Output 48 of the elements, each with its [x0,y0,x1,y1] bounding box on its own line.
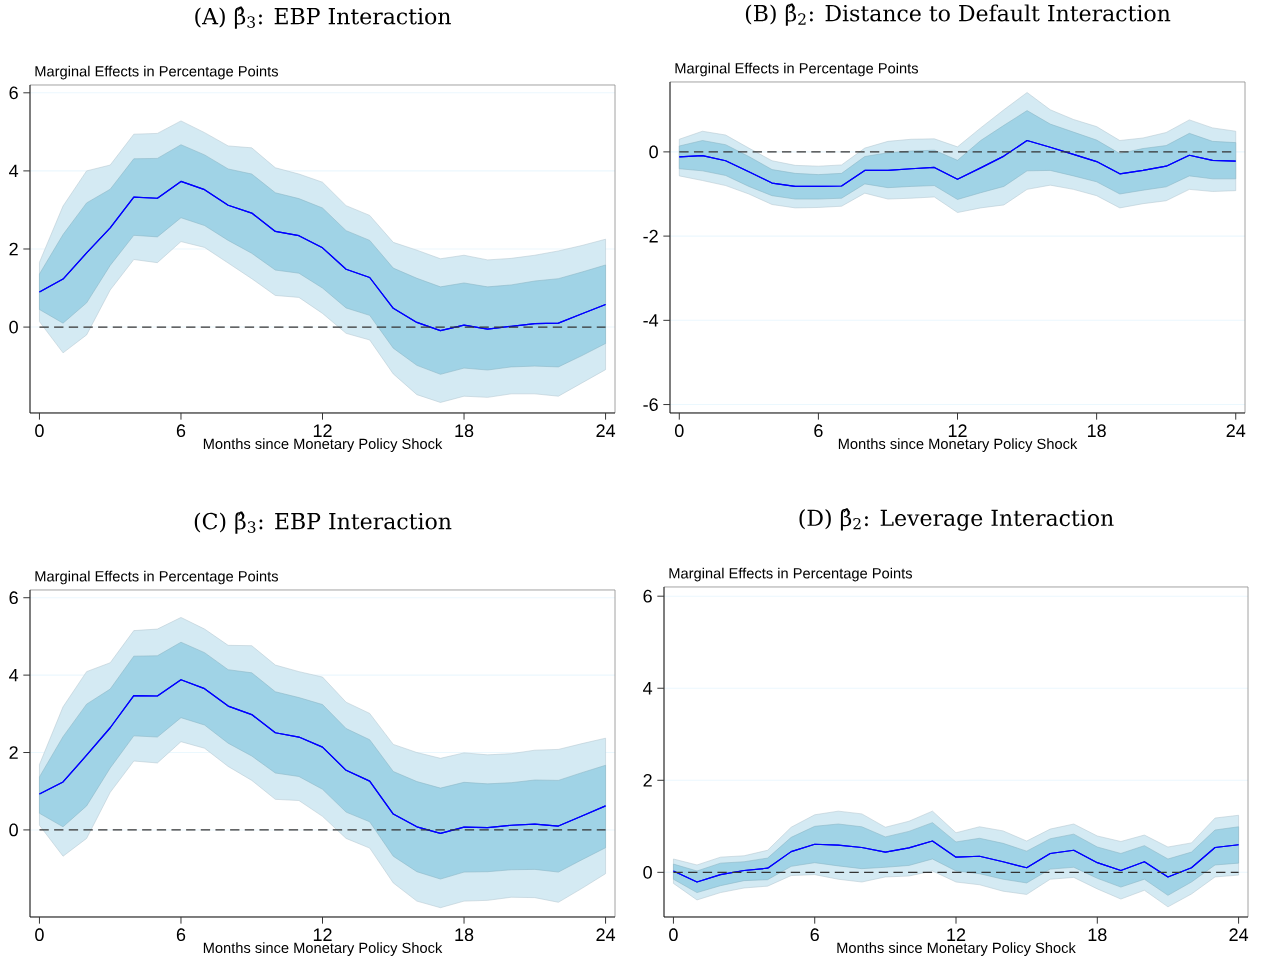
x-tick-label: 18 [455,928,474,942]
y-tick-label: -4 [643,314,659,327]
x-axis-title: Months since Monetary Policy Shock [203,942,443,956]
x-tick-label: 0 [674,424,684,438]
y-tick-label: 4 [9,668,19,682]
y-tick-label: -2 [643,229,658,243]
x-tick-label: 12 [313,928,332,941]
x-tick-label: 12 [948,424,967,437]
y-axis-title: Marginal Effects in Percentage Points [35,570,279,585]
y-axis-title: Marginal Effects in Percentage Points [669,567,913,582]
y-tick-label: 0 [9,320,18,334]
x-tick-label: 0 [35,928,44,942]
x-tick-label: 18 [455,424,474,438]
x-tick-label: 18 [1087,424,1106,438]
x-tick-label: 24 [596,424,616,437]
y-axis-title: Marginal Effects in Percentage Points [675,62,919,77]
x-tick-label: 24 [1226,424,1246,437]
y-tick-label: 6 [9,86,18,100]
x-tick-label: 12 [313,424,332,437]
y-axis-title: Marginal Effects in Percentage Points [35,65,279,80]
x-tick-label: 0 [669,928,678,942]
x-axis-title: Months since Monetary Policy Shock [203,438,443,452]
chart-title: (B) β̂$_{2}$: Distance to Default Interaction [745,3,1171,26]
x-tick-label: 6 [814,424,823,438]
y-tick-label: -6 [643,398,658,411]
chart-title: (C) β̂$_{3}$: EBP Interaction [194,511,452,534]
y-tick-label: 2 [643,774,652,787]
y-tick-label: 0 [649,145,658,159]
x-tick-label: 12 [947,928,966,941]
y-tick-label: 6 [643,589,652,603]
x-axis-title: Months since Monetary Policy Shock [838,438,1078,452]
x-tick-label: 6 [810,928,819,942]
chart-title: (A) β̂$_{3}$: EBP Interaction [195,6,451,29]
y-tick-label: 6 [9,591,18,605]
x-tick-label: 24 [1229,928,1249,941]
y-tick-label: 2 [9,242,18,256]
y-tick-label: 4 [643,682,653,695]
chart-title: (D) β̂$_{2}$: Leverage Interaction [799,508,1114,531]
x-axis-title: Months since Monetary Policy Shock [837,942,1076,956]
x-tick-label: 6 [176,928,186,942]
y-tick-label: 4 [9,164,19,178]
x-tick-label: 0 [35,424,44,438]
y-tick-label: 0 [643,865,652,879]
x-tick-label: 18 [1088,928,1107,942]
x-tick-label: 24 [596,928,616,941]
y-tick-label: 2 [9,746,18,759]
y-tick-label: 0 [9,823,18,837]
x-tick-label: 6 [176,424,186,438]
